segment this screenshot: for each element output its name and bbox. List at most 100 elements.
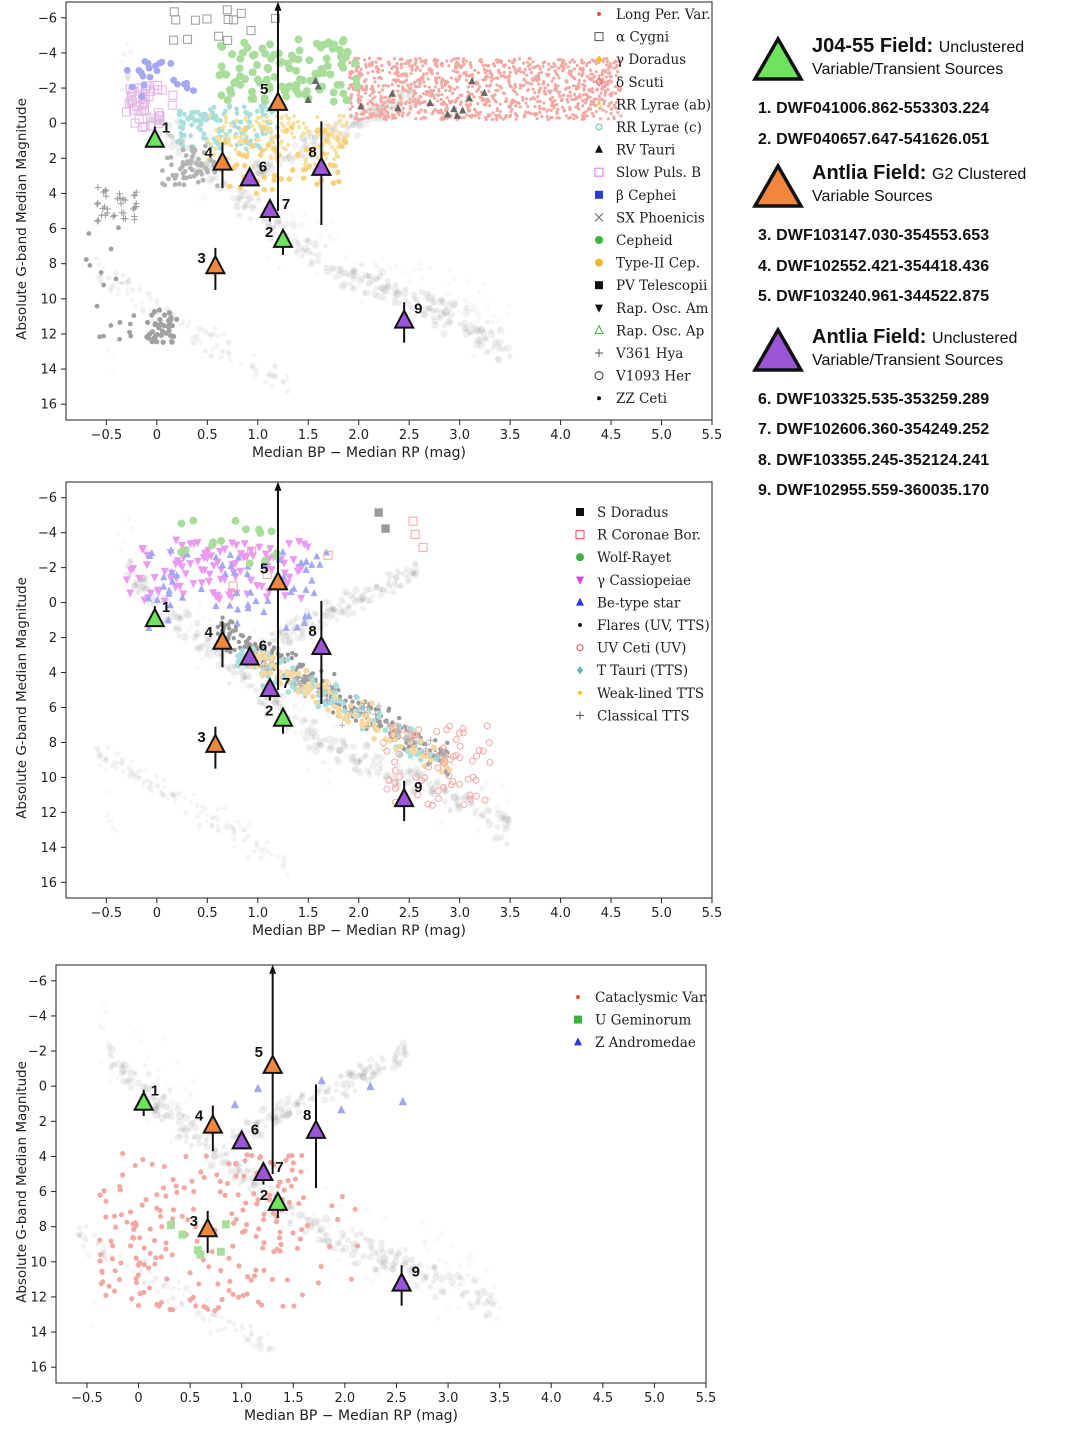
background-star	[255, 1129, 262, 1136]
data-point	[253, 641, 258, 647]
data-point	[458, 106, 467, 114]
data-point	[261, 556, 270, 565]
background-star	[393, 1059, 399, 1064]
background-star	[405, 575, 413, 583]
data-point	[203, 165, 209, 171]
background-star	[483, 334, 489, 340]
candidate-7: 7	[259, 675, 290, 701]
data-point	[555, 111, 559, 116]
data-point	[523, 67, 527, 72]
data-point	[423, 741, 430, 748]
data-point	[290, 650, 295, 656]
data-point	[269, 156, 274, 161]
data-point	[495, 108, 499, 112]
background-star	[125, 291, 130, 297]
x-tick-label: 0	[153, 428, 161, 443]
background-star	[107, 284, 114, 290]
background-star	[323, 1232, 329, 1238]
data-point	[543, 86, 547, 90]
background-star	[353, 758, 361, 766]
data-point	[269, 662, 275, 668]
data-point	[186, 560, 195, 569]
data-point	[386, 84, 391, 88]
background-star	[266, 223, 271, 228]
data-point	[424, 110, 428, 114]
candidate-5: 5	[260, 1, 289, 211]
background-star	[423, 1273, 429, 1280]
background-star	[280, 205, 286, 211]
background-star	[229, 1150, 235, 1156]
data-point	[153, 85, 163, 95]
background-star	[388, 1265, 397, 1273]
background-star	[490, 313, 496, 319]
data-point	[212, 116, 218, 122]
data-point	[418, 68, 422, 72]
data-point	[200, 177, 206, 183]
data-point	[452, 87, 457, 91]
background-star	[353, 272, 360, 280]
data-point	[232, 647, 237, 653]
data-point	[612, 117, 616, 121]
background-star	[273, 695, 280, 703]
data-point	[600, 73, 604, 77]
background-star	[269, 631, 275, 637]
data-point	[561, 65, 565, 69]
background-star	[211, 1312, 216, 1316]
background-star	[120, 1077, 128, 1086]
background-star	[258, 168, 266, 176]
background-star	[98, 274, 105, 280]
background-star	[463, 301, 470, 308]
background-star	[467, 765, 473, 771]
data-point	[440, 751, 448, 759]
data-point	[236, 140, 241, 145]
background-star	[294, 1098, 302, 1106]
data-point	[182, 168, 188, 174]
data-point	[191, 150, 197, 156]
data-point	[480, 99, 484, 103]
background-star	[314, 258, 321, 265]
data-point	[434, 764, 442, 772]
background-star	[209, 175, 216, 182]
background-star	[304, 247, 313, 256]
background-star	[170, 138, 177, 145]
background-star	[389, 1260, 397, 1268]
background-star	[401, 1045, 407, 1051]
data-point	[101, 333, 106, 339]
data-point	[460, 801, 468, 809]
data-point	[236, 567, 245, 576]
data-point	[444, 82, 448, 86]
background-star	[113, 827, 120, 833]
data-point	[534, 111, 538, 116]
background-star	[286, 151, 293, 158]
candidate-1: 1	[144, 120, 170, 148]
data-point	[415, 66, 420, 70]
data-point	[437, 89, 441, 93]
background-star	[407, 769, 415, 778]
data-point	[608, 62, 612, 66]
background-star	[413, 1263, 420, 1270]
data-point	[470, 92, 474, 97]
data-point	[445, 96, 449, 100]
data-point	[433, 751, 441, 759]
background-star	[134, 551, 140, 557]
background-star	[454, 1285, 461, 1291]
background-star	[229, 824, 235, 830]
data-point	[572, 60, 577, 64]
background-star	[238, 683, 245, 689]
background-star	[430, 294, 436, 300]
data-point	[316, 560, 324, 568]
legend-entry: UV Ceti (UV)	[576, 641, 686, 657]
data-point	[377, 90, 382, 95]
background-star	[290, 155, 296, 160]
background-star	[436, 1257, 443, 1263]
background-star	[448, 1278, 457, 1287]
background-star	[339, 1234, 345, 1241]
data-point	[498, 102, 502, 106]
data-point	[476, 71, 480, 75]
background-star	[306, 1097, 312, 1103]
data-point	[589, 107, 593, 111]
data-point	[252, 596, 260, 605]
data-point	[316, 128, 322, 134]
background-star	[425, 297, 431, 303]
background-star	[275, 699, 283, 707]
